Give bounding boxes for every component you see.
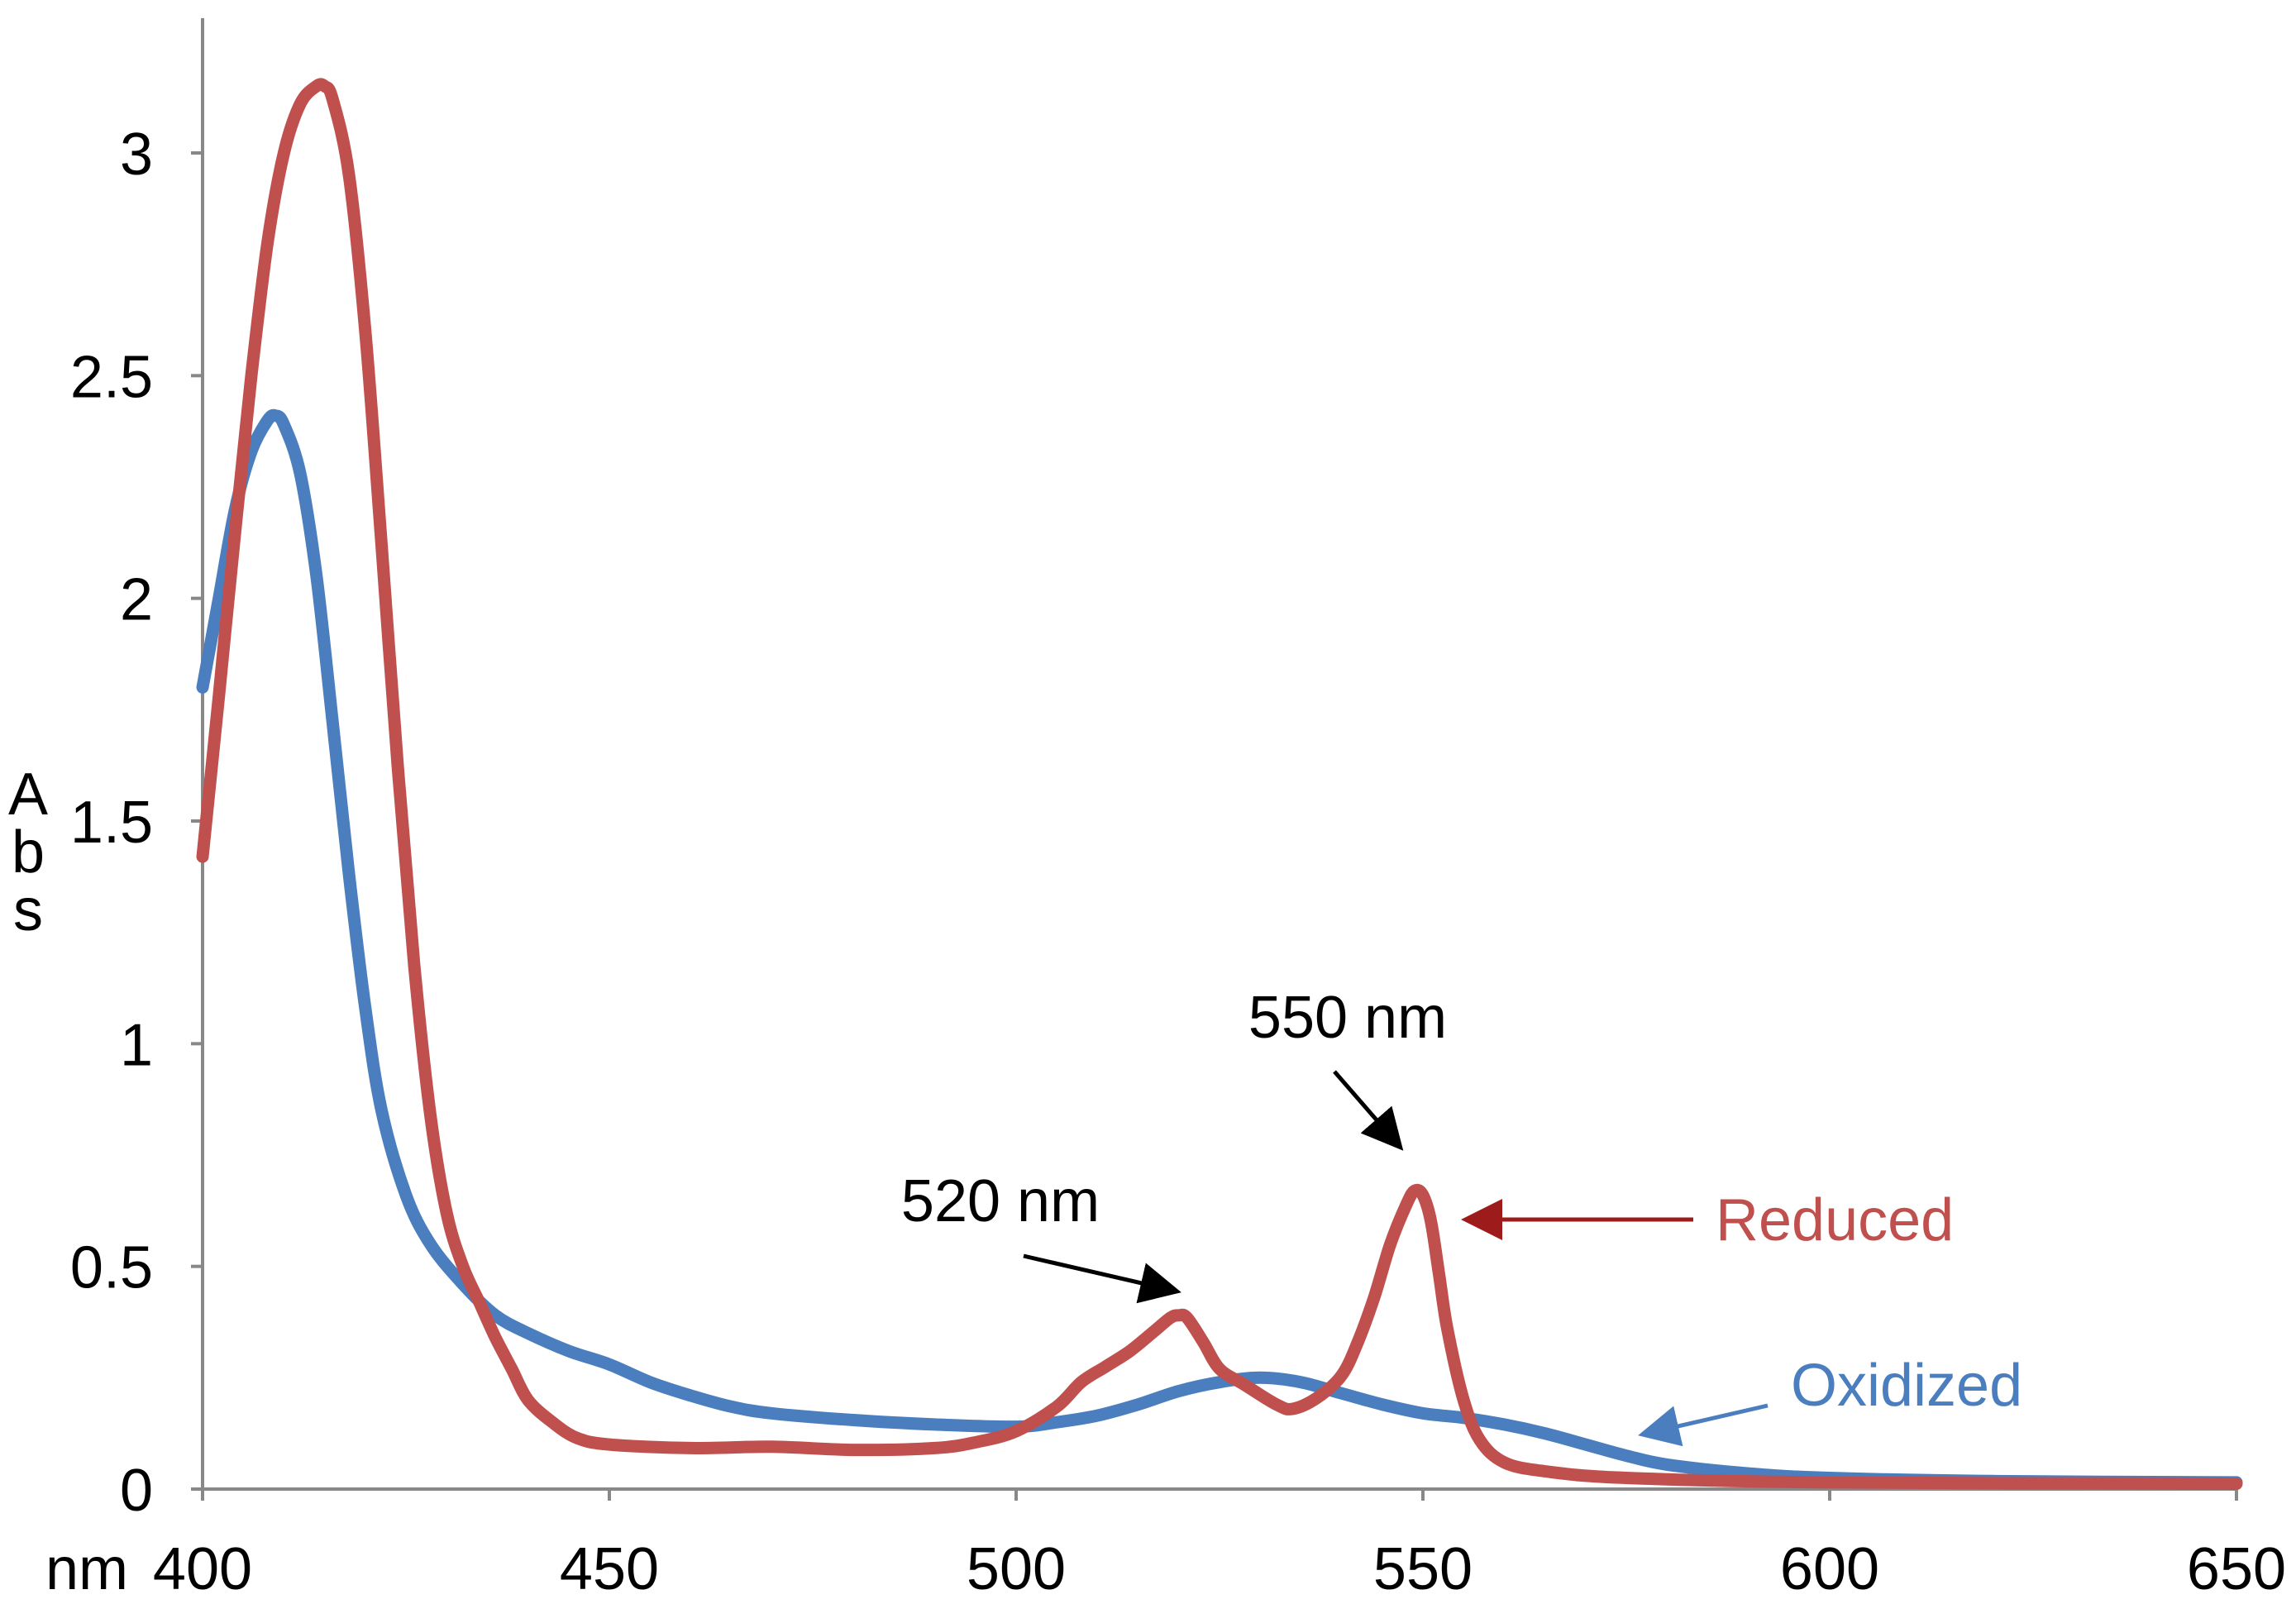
y-tick-label: 3 [120, 122, 153, 188]
annotation-520nm-label: 520 nm [901, 1168, 1100, 1234]
annotation-520nm-arrow [1023, 1253, 1181, 1304]
legend-oxidized-arrow [1638, 1403, 1769, 1447]
y-axis-title-letter-a: A [8, 761, 48, 828]
legend-reduced: Reduced [1461, 1187, 1954, 1253]
y-axis-title-letter-b: b [12, 819, 45, 886]
y-tick-label: 0.5 [70, 1235, 153, 1301]
x-tick-label: 600 [1780, 1536, 1879, 1602]
x-axis-ticks: 400 450 500 550 600 650 [153, 1489, 2286, 1602]
legend-reduced-label: Reduced [1716, 1187, 1954, 1253]
y-tick-label: 2.5 [70, 344, 153, 410]
x-tick-label: 650 [2187, 1536, 2286, 1602]
series-line-oxidized [196, 408, 2243, 1489]
y-axis-title-letter-s: s [13, 877, 43, 943]
axes [201, 18, 2236, 1491]
y-tick-label: 2 [120, 567, 153, 633]
x-axis-title: nm [45, 1536, 128, 1602]
y-axis-ticks: 0 0.5 1 1.5 2 2.5 3 [70, 122, 203, 1524]
y-axis-title: A b s [8, 761, 48, 943]
y-tick-label: 1 [120, 1012, 153, 1078]
annotation-550nm: 550 nm [1248, 985, 1447, 1151]
legend-oxidized-label: Oxidized [1791, 1353, 2022, 1419]
y-tick-label: 1.5 [70, 790, 153, 856]
y-tick-label: 0 [120, 1458, 153, 1524]
series-layer [196, 78, 2243, 1490]
x-tick-label: 500 [967, 1536, 1066, 1602]
annotation-520nm: 520 nm [901, 1168, 1181, 1304]
x-tick-label: 400 [153, 1536, 252, 1602]
x-tick-label: 450 [560, 1536, 659, 1602]
annotation-550nm-label: 550 nm [1248, 985, 1447, 1051]
annotation-550nm-arrow [1333, 1070, 1404, 1151]
x-tick-label: 550 [1373, 1536, 1473, 1602]
series-line-reduced [196, 78, 2243, 1490]
legend-oxidized: Oxidized [1638, 1353, 2022, 1447]
